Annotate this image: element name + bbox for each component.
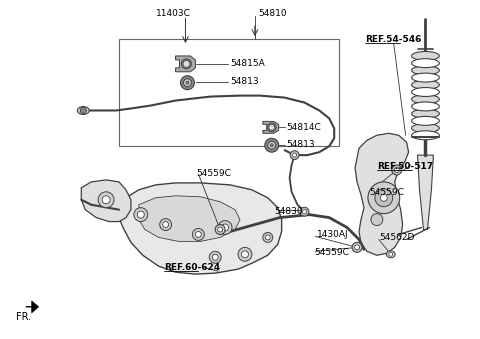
Circle shape — [375, 189, 393, 207]
Ellipse shape — [411, 52, 439, 60]
Text: REF.50-517: REF.50-517 — [377, 161, 433, 171]
Circle shape — [290, 151, 299, 160]
Circle shape — [371, 214, 383, 225]
Ellipse shape — [181, 59, 192, 69]
Ellipse shape — [77, 106, 89, 115]
Circle shape — [215, 224, 225, 235]
Circle shape — [183, 79, 192, 87]
Polygon shape — [139, 196, 240, 241]
Ellipse shape — [411, 73, 439, 82]
Circle shape — [192, 228, 204, 240]
Circle shape — [218, 227, 223, 232]
Text: 54559C: 54559C — [369, 188, 404, 197]
Text: 54559C: 54559C — [314, 248, 349, 257]
Circle shape — [368, 182, 400, 214]
Text: FR.: FR. — [16, 312, 31, 322]
Circle shape — [269, 124, 275, 130]
Circle shape — [80, 107, 86, 114]
Text: 11403C: 11403C — [156, 9, 191, 18]
Text: 54810: 54810 — [258, 9, 287, 18]
Polygon shape — [119, 183, 282, 274]
Text: 1430AJ: 1430AJ — [317, 230, 349, 239]
Circle shape — [241, 251, 249, 258]
Bar — [119, 39, 339, 146]
Text: 54830: 54830 — [275, 207, 303, 216]
Circle shape — [389, 252, 393, 256]
Circle shape — [268, 141, 276, 149]
Circle shape — [355, 245, 360, 250]
Circle shape — [222, 224, 228, 231]
Polygon shape — [263, 121, 279, 133]
Circle shape — [160, 219, 171, 231]
Ellipse shape — [411, 116, 439, 125]
Circle shape — [394, 167, 399, 173]
Ellipse shape — [411, 59, 439, 67]
Circle shape — [163, 222, 168, 227]
Circle shape — [293, 153, 297, 157]
Circle shape — [98, 192, 114, 208]
Polygon shape — [81, 180, 131, 222]
Circle shape — [186, 81, 189, 84]
Circle shape — [209, 251, 221, 263]
Circle shape — [183, 60, 190, 67]
Text: 54562D: 54562D — [379, 233, 414, 242]
Ellipse shape — [411, 124, 439, 133]
Text: 54815A: 54815A — [230, 59, 265, 68]
Circle shape — [137, 211, 144, 218]
Circle shape — [380, 194, 387, 201]
Circle shape — [102, 196, 110, 204]
Circle shape — [392, 165, 402, 175]
Ellipse shape — [386, 251, 395, 258]
Ellipse shape — [265, 138, 279, 152]
Circle shape — [134, 208, 148, 222]
Circle shape — [238, 247, 252, 261]
Circle shape — [270, 144, 273, 147]
Circle shape — [212, 254, 218, 260]
Circle shape — [300, 207, 309, 216]
Polygon shape — [355, 133, 408, 255]
Ellipse shape — [180, 76, 194, 89]
Ellipse shape — [267, 123, 276, 132]
Circle shape — [265, 235, 270, 240]
Polygon shape — [26, 301, 39, 313]
Text: 54559C: 54559C — [196, 170, 231, 178]
Ellipse shape — [411, 131, 439, 140]
Circle shape — [263, 233, 273, 242]
Polygon shape — [176, 56, 195, 72]
Circle shape — [352, 242, 362, 252]
Text: 54813: 54813 — [230, 77, 259, 86]
Ellipse shape — [411, 80, 439, 89]
Circle shape — [218, 221, 232, 235]
Ellipse shape — [411, 109, 439, 118]
Ellipse shape — [411, 66, 439, 75]
Polygon shape — [418, 155, 433, 230]
Text: REF.60-624: REF.60-624 — [164, 263, 220, 272]
Circle shape — [195, 232, 201, 237]
Text: 54814C: 54814C — [287, 123, 322, 132]
Ellipse shape — [411, 95, 439, 104]
Ellipse shape — [411, 87, 439, 97]
Text: 54813: 54813 — [287, 140, 315, 149]
Text: REF.54-546: REF.54-546 — [365, 35, 421, 44]
Ellipse shape — [411, 102, 439, 111]
Circle shape — [302, 210, 306, 214]
